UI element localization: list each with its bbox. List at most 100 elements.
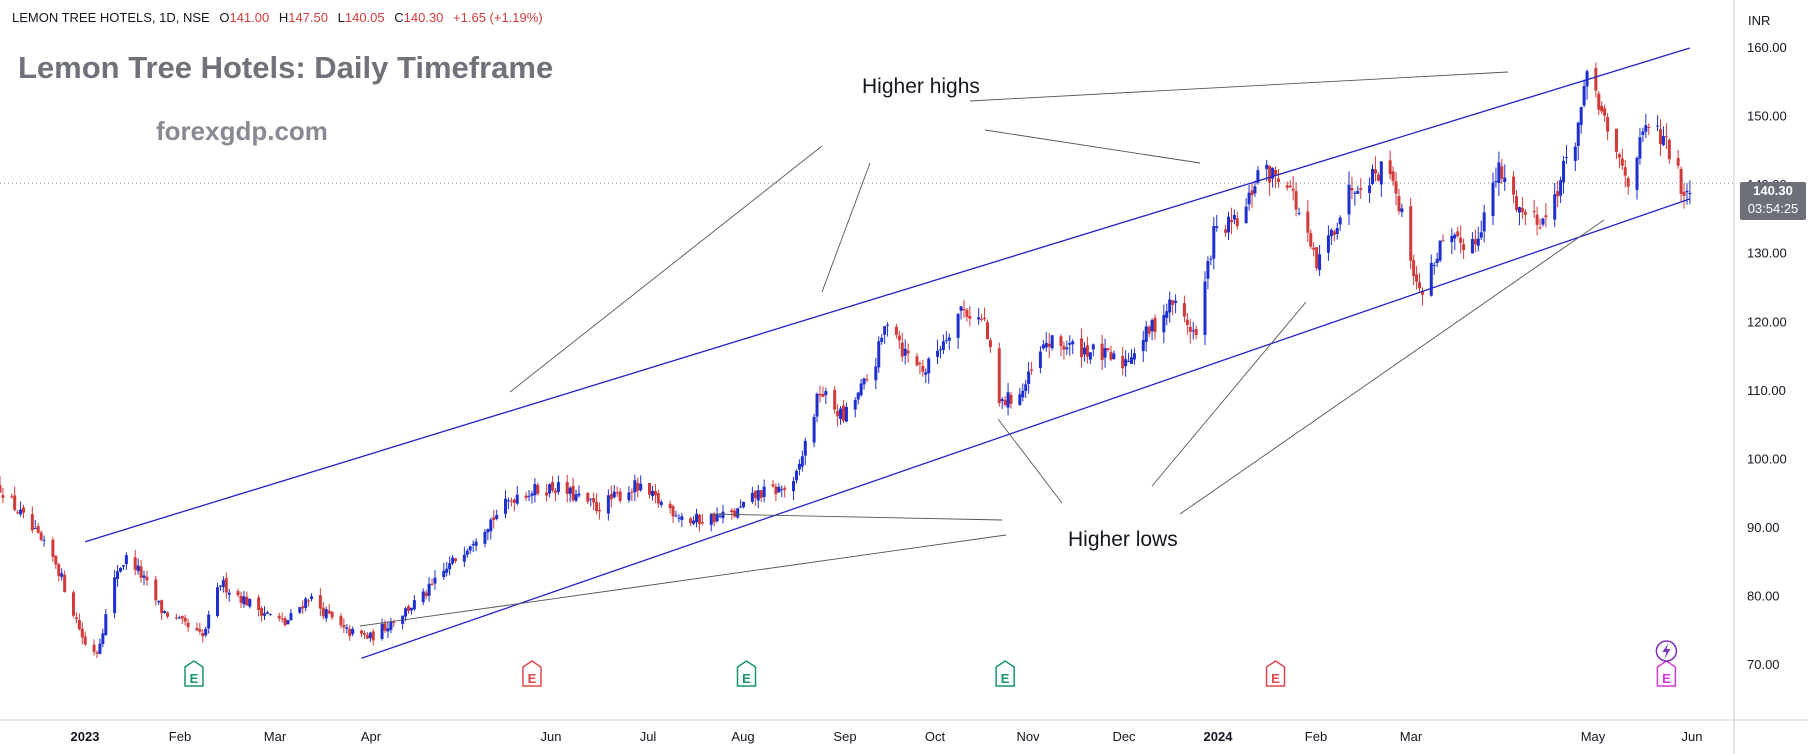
candle-body [965, 309, 969, 317]
candle-body [574, 494, 578, 501]
candle-body [1582, 86, 1586, 106]
candle-body [113, 577, 117, 614]
candle-body [263, 613, 267, 616]
currency-label[interactable]: INR [1748, 13, 1771, 28]
candle-body [1644, 125, 1648, 132]
candle-body [1309, 233, 1313, 247]
candle-body [1500, 166, 1504, 179]
candle-body [780, 489, 784, 491]
candle-body [386, 628, 390, 632]
candle-body [1520, 207, 1524, 213]
candle-body [454, 558, 458, 562]
lightning-icon[interactable] [1655, 640, 1678, 662]
candle-body [186, 622, 190, 628]
candle-body [1473, 238, 1477, 245]
candle-body [1038, 351, 1042, 368]
candle-body [1597, 93, 1601, 110]
candle-body [1379, 161, 1383, 185]
candle-body [1171, 300, 1175, 305]
candle-body [612, 491, 616, 498]
candle-body [839, 408, 843, 419]
candle-body [1018, 394, 1022, 406]
candle-body [794, 470, 798, 481]
candle-body [1400, 208, 1404, 213]
candle-body [983, 317, 987, 320]
candle-body [988, 340, 992, 348]
candle-body [771, 484, 775, 487]
candle-body [462, 554, 466, 562]
candle-body [938, 349, 942, 351]
candle-body [1638, 137, 1642, 159]
x-tick-label: 2024 [1204, 729, 1234, 744]
earnings-marker[interactable]: E [995, 660, 1015, 687]
candle-body [1347, 184, 1351, 215]
candle-body [1429, 262, 1433, 296]
earnings-marker[interactable]: E [736, 660, 757, 687]
candle-body [556, 482, 560, 493]
candle-body [304, 598, 308, 609]
candle-body [609, 494, 613, 500]
candle-body [797, 463, 801, 470]
website-watermark: forexgdp.com [156, 116, 328, 146]
higher-highs-pointer [821, 162, 871, 293]
candle-body [424, 592, 428, 597]
candle-body [680, 516, 684, 520]
candle-body [739, 506, 743, 508]
low-value: 140.05 [344, 10, 385, 25]
higher-lows-pointer [1151, 301, 1307, 487]
candle-body [874, 366, 878, 381]
candle-body [1594, 67, 1598, 91]
candle-body [1585, 71, 1589, 87]
candle-body [265, 612, 269, 614]
candle-body [568, 487, 572, 494]
candle-body [1256, 170, 1260, 183]
candle-body [330, 611, 334, 618]
candle-body [800, 456, 804, 467]
earnings-marker[interactable]: E [184, 660, 204, 687]
candle-body [821, 394, 825, 397]
candle-body [1188, 326, 1192, 332]
candle-body [362, 633, 366, 635]
higher-highs-pointer [509, 145, 823, 393]
candle-body [318, 595, 322, 609]
candle-body [977, 317, 981, 320]
candle-body [1338, 217, 1342, 225]
candle-body [689, 518, 693, 524]
candle-body [280, 618, 284, 620]
candle-body [177, 617, 181, 619]
candle-body [1497, 162, 1501, 183]
candle-body [104, 614, 108, 636]
y-tick-label: 160.00 [1747, 40, 1787, 55]
candle-body [465, 550, 469, 555]
earnings-marker[interactable]: E [522, 660, 542, 687]
candle-body [136, 565, 140, 572]
candle-body [248, 598, 252, 607]
earnings-marker[interactable]: E [1656, 660, 1677, 687]
candle-body [1432, 264, 1436, 266]
candle-body [918, 363, 922, 365]
x-tick-label: Dec [1112, 729, 1136, 744]
candle-body [1191, 330, 1195, 332]
candle-body [668, 503, 672, 509]
candle-body [936, 350, 940, 357]
candle-body [906, 350, 910, 354]
candle-body [709, 514, 713, 525]
candle-body [16, 512, 20, 514]
y-tick-label: 70.00 [1747, 657, 1780, 672]
candle-body [944, 340, 948, 342]
higher-lows-pointer [709, 513, 1003, 521]
candle-body [1224, 229, 1228, 233]
candle-body [242, 596, 246, 605]
y-tick-label: 110.00 [1747, 383, 1786, 398]
candle-body [1635, 157, 1639, 190]
candle-body [671, 506, 675, 517]
earnings-marker[interactable]: E [1265, 660, 1286, 687]
x-tick-label: Feb [169, 729, 191, 744]
candle-body [527, 495, 531, 497]
last-price: 140.30 [1753, 183, 1793, 198]
candle-body [1573, 146, 1577, 161]
candle-body [327, 610, 331, 614]
candle-body [818, 393, 822, 396]
candle-body [697, 514, 701, 524]
